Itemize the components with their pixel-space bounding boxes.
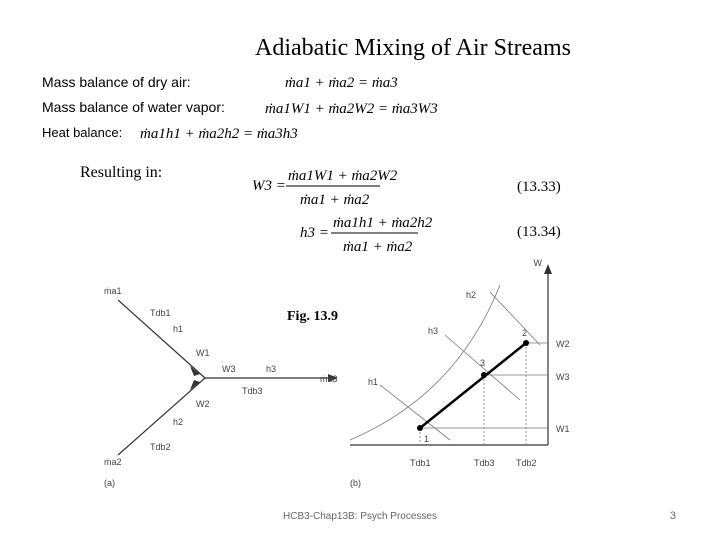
label: h2 <box>173 417 183 427</box>
mixing-line <box>419 342 527 429</box>
state-point <box>417 425 423 431</box>
label: ṁa1 <box>104 286 122 296</box>
result-denominator: ṁa1 + ṁa2 <box>300 192 370 208</box>
diagram-a: ṁa1 Tdb1 h1 W1 W3 h3 ṁa3 Tdb3 W2 h2 Tdb2… <box>104 286 338 488</box>
balance-label: Heat balance: <box>42 125 122 140</box>
label: Tdb3 <box>242 386 263 396</box>
label: (b) <box>350 478 361 488</box>
label: (a) <box>104 478 115 488</box>
label: h1 <box>173 324 183 334</box>
diagram-b: W h2 h3 h1 2 3 1 W2 W3 W1 Tdb1 Tdb3 Tdb2… <box>349 258 570 488</box>
label: ṁa2 <box>104 457 122 467</box>
arrow-head <box>190 366 200 376</box>
enthalpy-line <box>444 334 521 401</box>
stream-line <box>117 299 206 379</box>
label: ṁa3 <box>320 374 338 384</box>
result-lhs: h3 = <box>300 225 329 241</box>
state-point <box>523 340 529 346</box>
label: h3 <box>428 326 438 336</box>
label: W1 <box>556 424 570 434</box>
label: h3 <box>266 364 276 374</box>
result-numerator: ṁa1W1 + ṁa2W2 <box>288 168 398 184</box>
saturation-curve <box>349 284 501 441</box>
state-point <box>481 372 487 378</box>
result-denominator: ṁa1 + ṁa2 <box>343 239 413 255</box>
label: h2 <box>466 290 476 300</box>
balance-label: Mass balance of dry air: <box>42 74 191 90</box>
label: h1 <box>368 377 378 387</box>
arrow-head <box>190 380 200 390</box>
label: Tdb2 <box>516 458 537 468</box>
resulting-in: Resulting in: <box>80 164 162 181</box>
balance-label: Mass balance of water vapor: <box>42 99 225 115</box>
balance-formula: ṁa1W1 + ṁa2W2 = ṁa3W3 <box>265 101 438 117</box>
balance-formula: ṁa1 + ṁa2 = ṁa3 <box>285 75 398 91</box>
label: Tdb1 <box>150 308 171 318</box>
enthalpy-line <box>489 291 541 346</box>
footer: HCB3-Chap13B: Psych Processes <box>283 511 437 522</box>
label: 1 <box>424 434 429 444</box>
title: Adiabatic Mixing of Air Streams <box>255 35 571 61</box>
arrow-head <box>328 374 338 382</box>
label: Tdb2 <box>150 442 171 452</box>
equation-number: (13.33) <box>517 179 561 195</box>
stream-line <box>117 377 206 456</box>
equation-number: (13.34) <box>517 224 561 240</box>
label: W3 <box>556 372 570 382</box>
label: 2 <box>522 328 527 338</box>
label: W2 <box>556 339 570 349</box>
label: Tdb3 <box>474 458 495 468</box>
balance-formula: ṁa1h1 + ṁa2h2 = ṁa3h3 <box>140 126 298 142</box>
label: W <box>534 258 543 268</box>
enthalpy-line <box>379 384 451 441</box>
label: 3 <box>480 358 485 368</box>
arrow-head <box>544 264 552 274</box>
page-number: 3 <box>670 510 676 522</box>
label: W3 <box>222 364 236 374</box>
result-lhs: W3 = <box>252 178 286 194</box>
label: W1 <box>196 348 210 358</box>
label: Tdb1 <box>410 458 431 468</box>
figure-caption: Fig. 13.9 <box>287 309 338 324</box>
result-numerator: ṁa1h1 + ṁa2h2 <box>333 215 433 231</box>
label: W2 <box>196 399 210 409</box>
